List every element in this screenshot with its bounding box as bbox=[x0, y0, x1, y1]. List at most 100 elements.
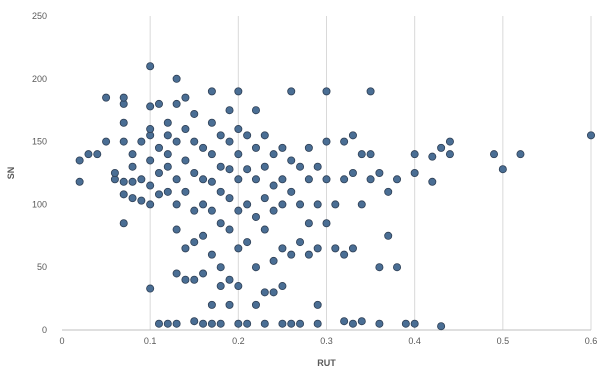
data-point bbox=[172, 175, 181, 184]
data-point bbox=[181, 244, 190, 253]
data-point bbox=[172, 200, 181, 209]
data-point bbox=[296, 238, 305, 247]
data-point bbox=[110, 168, 119, 177]
data-point bbox=[172, 269, 181, 278]
data-point bbox=[146, 156, 155, 165]
data-point bbox=[172, 319, 181, 328]
data-point bbox=[516, 150, 525, 159]
data-point bbox=[296, 319, 305, 328]
y-tick-label: 0 bbox=[42, 325, 47, 335]
y-tick-label: 100 bbox=[32, 199, 47, 209]
data-point bbox=[278, 200, 287, 209]
data-point bbox=[119, 93, 128, 102]
data-point bbox=[498, 165, 507, 174]
data-point bbox=[313, 300, 322, 309]
data-point bbox=[331, 244, 340, 253]
data-point bbox=[375, 263, 384, 272]
data-point bbox=[190, 168, 199, 177]
data-point bbox=[366, 87, 375, 96]
data-point bbox=[207, 250, 216, 259]
x-tick-label: 0.2 bbox=[232, 336, 245, 346]
data-point bbox=[181, 93, 190, 102]
data-point bbox=[172, 137, 181, 146]
x-axis-title: RUT bbox=[317, 358, 336, 368]
data-point bbox=[146, 200, 155, 209]
data-points bbox=[75, 62, 596, 331]
data-point bbox=[260, 319, 269, 328]
data-point bbox=[199, 143, 208, 152]
data-point bbox=[137, 196, 146, 205]
data-point bbox=[102, 137, 111, 146]
data-point bbox=[331, 200, 340, 209]
y-tick-label: 200 bbox=[32, 74, 47, 84]
data-point bbox=[137, 175, 146, 184]
data-point bbox=[154, 190, 163, 199]
data-point bbox=[313, 200, 322, 209]
data-point bbox=[322, 87, 331, 96]
data-point bbox=[278, 175, 287, 184]
data-point bbox=[190, 238, 199, 247]
data-point bbox=[216, 263, 225, 272]
data-point bbox=[340, 250, 349, 259]
data-point bbox=[225, 275, 234, 284]
data-point bbox=[287, 319, 296, 328]
data-point bbox=[357, 150, 366, 159]
data-point bbox=[251, 263, 260, 272]
data-point bbox=[410, 319, 419, 328]
data-point bbox=[225, 225, 234, 234]
data-point bbox=[225, 106, 234, 115]
data-point bbox=[234, 244, 243, 253]
x-tick-label: 0.5 bbox=[497, 336, 510, 346]
data-point bbox=[410, 150, 419, 159]
data-point bbox=[322, 219, 331, 228]
data-point bbox=[269, 150, 278, 159]
gridlines bbox=[149, 16, 592, 330]
data-point bbox=[154, 99, 163, 108]
data-point bbox=[313, 319, 322, 328]
data-point bbox=[216, 187, 225, 196]
x-tick-label: 0.3 bbox=[320, 336, 333, 346]
data-point bbox=[172, 74, 181, 83]
data-point bbox=[269, 256, 278, 265]
data-point bbox=[234, 87, 243, 96]
data-point bbox=[304, 250, 313, 259]
data-point bbox=[154, 168, 163, 177]
data-point bbox=[190, 317, 199, 326]
data-point bbox=[199, 231, 208, 240]
data-point bbox=[269, 181, 278, 190]
y-tick-label: 50 bbox=[37, 262, 47, 272]
data-point bbox=[401, 319, 410, 328]
data-point bbox=[234, 125, 243, 134]
data-point bbox=[75, 156, 84, 165]
data-point bbox=[146, 125, 155, 134]
data-point bbox=[207, 319, 216, 328]
data-point bbox=[587, 131, 596, 140]
data-point bbox=[428, 152, 437, 161]
data-point bbox=[304, 219, 313, 228]
data-point bbox=[260, 131, 269, 140]
data-point bbox=[163, 131, 172, 140]
data-point bbox=[234, 206, 243, 215]
data-point bbox=[260, 288, 269, 297]
data-point bbox=[260, 225, 269, 234]
x-tick-label: 0.4 bbox=[408, 336, 421, 346]
x-tick-labels: 0 0.1 0.2 0.3 0.4 0.5 0.6 bbox=[59, 336, 597, 346]
data-point bbox=[216, 162, 225, 171]
data-point bbox=[172, 225, 181, 234]
data-point bbox=[234, 282, 243, 291]
data-point bbox=[251, 212, 260, 221]
data-point bbox=[322, 175, 331, 184]
data-point bbox=[154, 319, 163, 328]
data-point bbox=[243, 238, 252, 247]
data-point bbox=[437, 143, 446, 152]
data-point bbox=[225, 137, 234, 146]
data-point bbox=[348, 131, 357, 140]
data-point bbox=[199, 200, 208, 209]
data-point bbox=[428, 177, 437, 186]
data-point bbox=[375, 319, 384, 328]
data-point bbox=[146, 181, 155, 190]
data-point bbox=[269, 288, 278, 297]
data-point bbox=[357, 200, 366, 209]
data-point bbox=[199, 269, 208, 278]
data-point bbox=[251, 300, 260, 309]
